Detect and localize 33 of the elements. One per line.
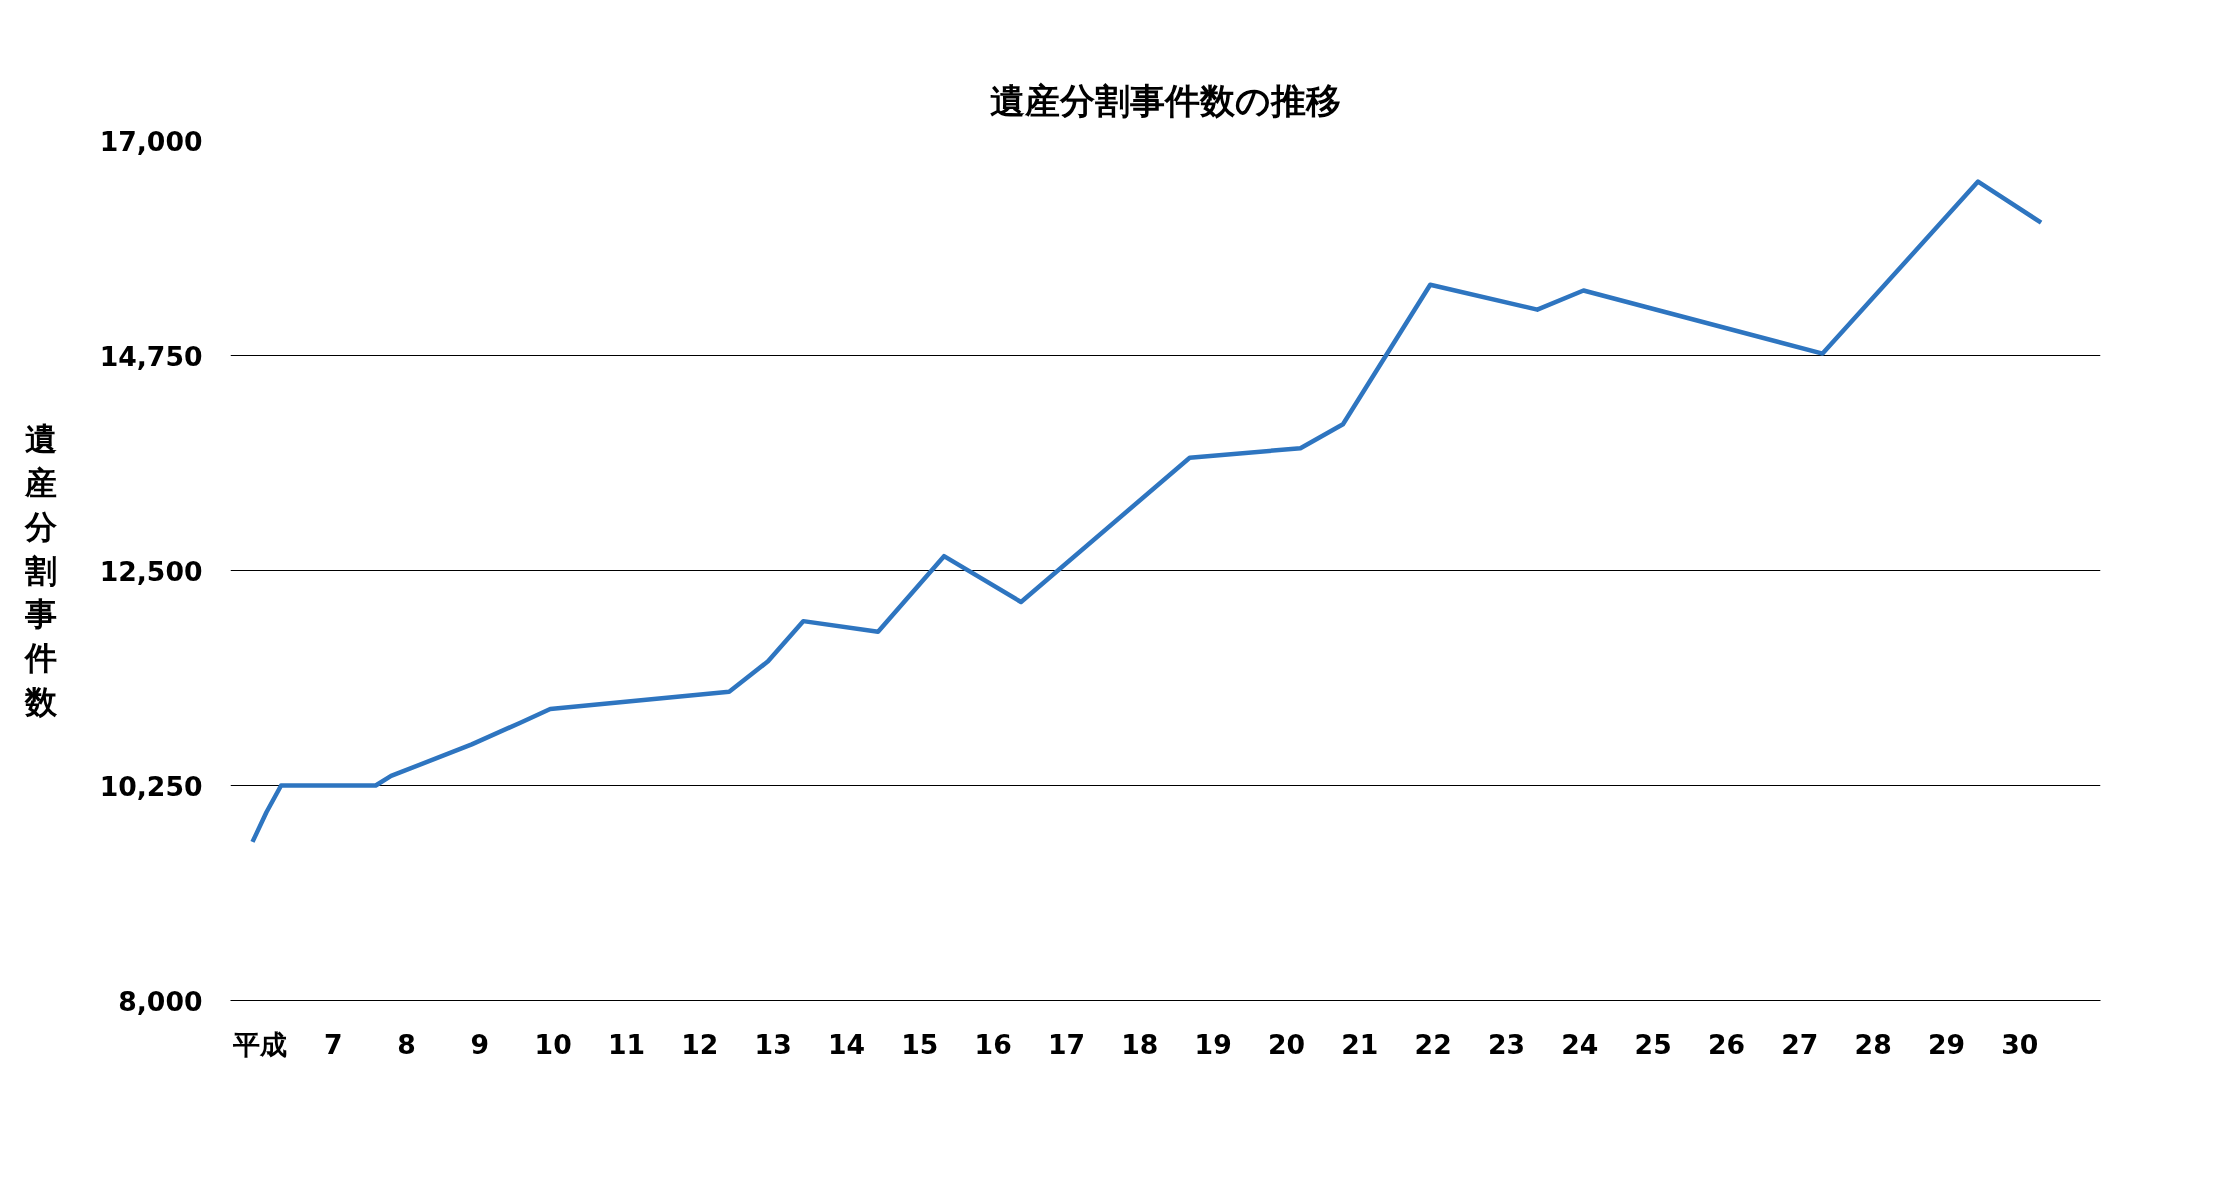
x-tick-label: 22 (1414, 1028, 1452, 1060)
x-tick-label: 29 (1927, 1028, 1966, 1060)
x-tick-label: 9 (470, 1028, 490, 1060)
x-tick-label: 16 (974, 1028, 1012, 1060)
line-series (250, 179, 2044, 845)
x-tick-label: 19 (1194, 1028, 1232, 1060)
x-tick-label: 13 (754, 1028, 792, 1060)
x-tick-label: 25 (1634, 1028, 1672, 1060)
x-tick-label: 28 (1854, 1028, 1892, 1060)
x-tick-label: 30 (2001, 1028, 2039, 1060)
y-tick-label: 10,250 (99, 770, 203, 802)
x-tick-label: 20 (1267, 1028, 1306, 1060)
y-tick-label: 14,750 (99, 340, 203, 372)
x-tick-label: 10 (534, 1028, 572, 1060)
x-tick-label: 8 (397, 1028, 416, 1060)
y-tick-label: 17,000 (99, 125, 203, 157)
x-tick-label: 12 (681, 1028, 719, 1060)
x-tick-label: 27 (1781, 1028, 1819, 1060)
x-tick-label: 17 (1047, 1028, 1086, 1060)
x-tick-label: 21 (1341, 1028, 1379, 1060)
x-tick-label: 24 (1561, 1028, 1599, 1060)
y-tick-label: 8,000 (118, 985, 203, 1017)
x-tick-label: 14 (827, 1028, 866, 1060)
x-tick-label: 26 (1707, 1028, 1746, 1060)
x-tick-label: 平成 (231, 1028, 287, 1060)
x-tick-label: 15 (901, 1028, 939, 1060)
chart-title: 遺産分割事件数の推移 (990, 80, 1341, 121)
x-tick-label: 11 (607, 1028, 646, 1060)
y-tick-label: 12,500 (99, 555, 203, 587)
x-tick-label: 18 (1121, 1028, 1159, 1060)
x-tick-label: 23 (1487, 1028, 1526, 1060)
x-tick-label: 7 (323, 1028, 343, 1060)
y-axis-title: 遺産分割事件数 (23, 420, 58, 721)
